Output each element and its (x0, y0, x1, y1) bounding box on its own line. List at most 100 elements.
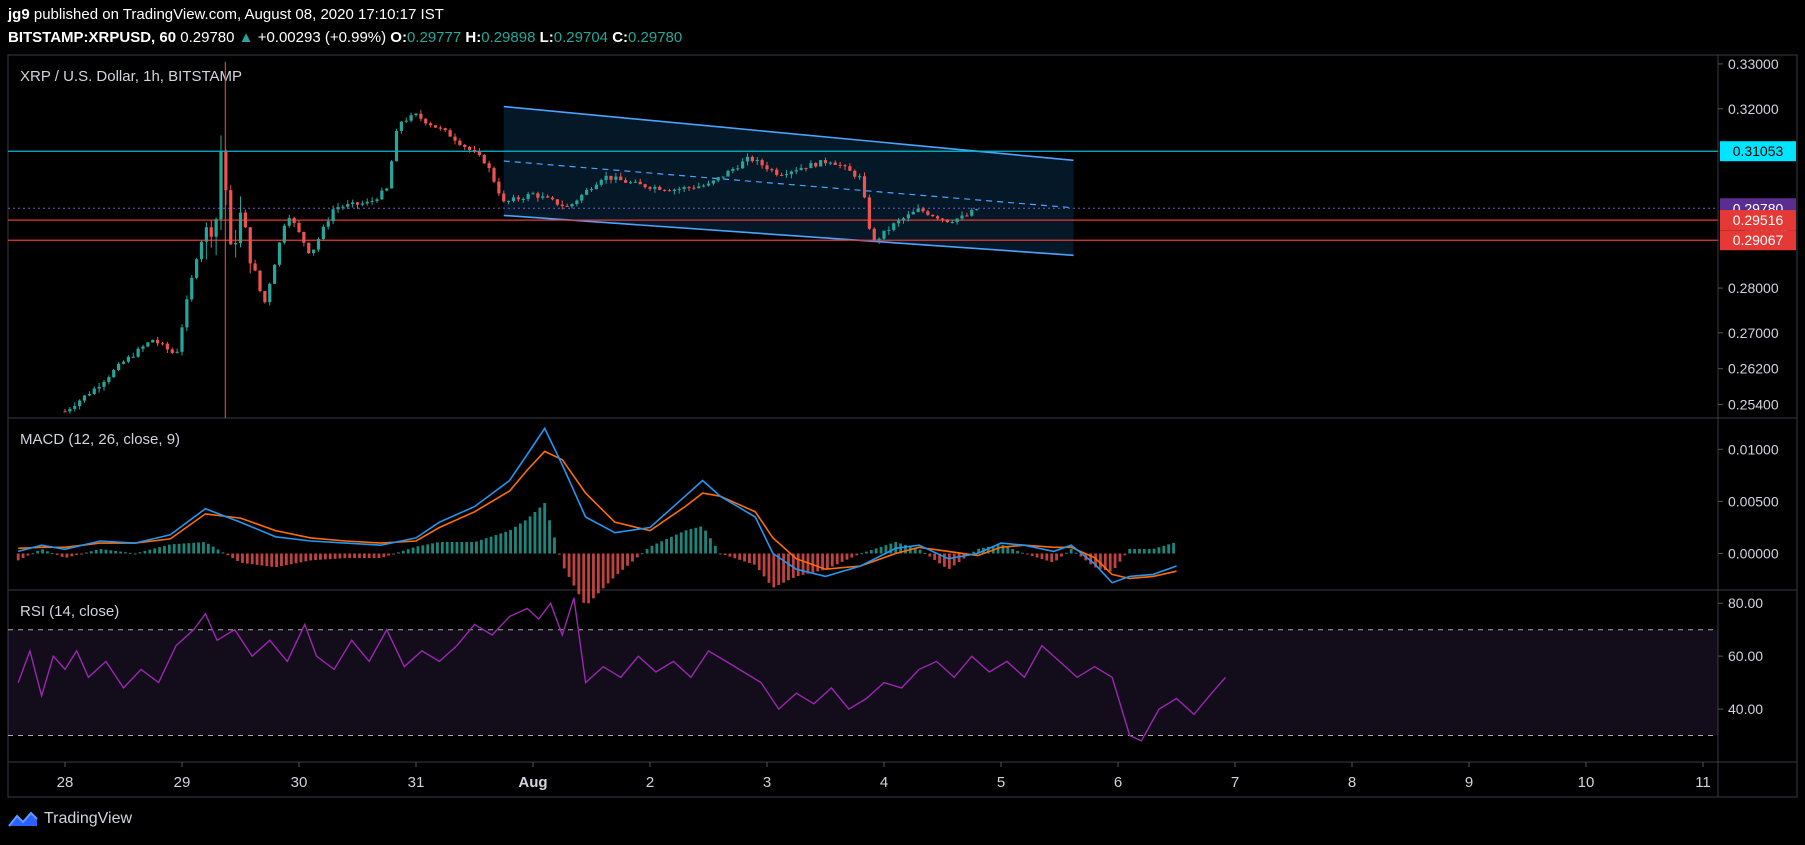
macd-histogram-bar (835, 553, 839, 565)
macd-histogram-bar (455, 542, 459, 554)
candle-body (438, 127, 442, 129)
macd-histogram-bar (752, 553, 756, 565)
macd-histogram-bar (250, 553, 254, 565)
macd-histogram-bar (241, 553, 244, 563)
candle-body (819, 160, 823, 167)
symbol-label[interactable]: BITSTAMP:XRPUSD, 60 (8, 29, 177, 46)
macd-histogram-bar (699, 526, 703, 554)
candle-body (277, 242, 282, 265)
candle-body (970, 210, 974, 216)
macd-histogram-bar (1025, 553, 1029, 555)
candle-body (248, 227, 252, 264)
macd-histogram-bar (850, 553, 854, 558)
rsi-pane-title: RSI (14, close) (20, 603, 119, 620)
candle-body (414, 113, 418, 116)
rsi-tick-label: 80.00 (1728, 595, 1763, 611)
date-tick-label: 4 (880, 774, 888, 791)
macd-histogram-bar (1108, 553, 1112, 572)
macd-histogram-bar (918, 549, 922, 554)
date-tick-label: 28 (57, 774, 74, 791)
macd-histogram-bar (665, 539, 668, 554)
candle-body (102, 381, 106, 387)
candle-body (355, 202, 360, 205)
macd-histogram-bar (904, 544, 907, 554)
candle-body (604, 175, 608, 180)
price-tick-label: 0.25400 (1728, 397, 1779, 413)
date-tick-label: 6 (1114, 774, 1122, 791)
macd-histogram-bar (913, 547, 917, 554)
tradingview-logo-icon[interactable] (8, 810, 38, 828)
macd-histogram-bar (1060, 553, 1063, 557)
macd-histogram-bar (767, 553, 771, 583)
macd-histogram-bar (718, 553, 722, 555)
macd-histogram-bar (362, 553, 366, 559)
macd-histogram-bar (874, 548, 878, 554)
candle-body (570, 204, 574, 207)
candle-body (346, 204, 350, 207)
macd-histogram-bar (55, 553, 59, 556)
open-label: O: (390, 29, 407, 46)
macd-histogram-bar (153, 548, 157, 554)
candle-body (126, 356, 130, 362)
candle-body (292, 218, 296, 223)
macd-histogram-bar (762, 553, 766, 577)
candle-body (453, 136, 457, 141)
macd-histogram-bar (943, 553, 946, 567)
macd-histogram-bar (543, 503, 547, 554)
candle-body (716, 177, 720, 181)
date-tick-label: 2 (646, 774, 654, 791)
macd-histogram-bar (748, 553, 751, 564)
candle-body (82, 395, 87, 401)
macd-histogram-bar (206, 543, 210, 554)
macd-histogram-bar (533, 511, 537, 554)
candle-body (214, 219, 218, 237)
tradingview-brand[interactable]: TradingView (44, 810, 133, 827)
publish-line: jg9 published on TradingView.com, August… (8, 6, 444, 23)
candle-body (399, 121, 403, 131)
macd-histogram-bar (1099, 553, 1102, 569)
macd-histogram-bar (128, 552, 132, 554)
macd-histogram-bar (626, 553, 629, 566)
candle-body (789, 171, 793, 175)
price-tag-label: 0.31053 (1733, 143, 1784, 159)
macd-histogram-bar (791, 553, 795, 578)
macd-histogram-bar (436, 542, 439, 554)
macd-histogram-bar (1147, 548, 1151, 554)
candle-body (433, 125, 438, 128)
candle-body (477, 151, 481, 155)
candle-body (351, 202, 355, 205)
price-pane[interactable]: XRP / U.S. Dollar, 1h, BITSTAMP (8, 61, 1718, 418)
macd-histogram-bar (406, 549, 410, 554)
candle-body (219, 151, 223, 220)
candle-body (151, 339, 155, 343)
channel-lower-line (503, 214, 1074, 257)
macd-histogram-bar (670, 536, 673, 554)
price-tag (1720, 210, 1796, 231)
candle-body (858, 176, 862, 178)
macd-histogram-bar (377, 553, 381, 559)
candle-body (268, 283, 272, 303)
macd-histogram-bar (1079, 553, 1083, 557)
candle-body (770, 169, 774, 171)
candle-body (619, 176, 623, 181)
macd-tick-label: 0.00000 (1728, 546, 1779, 562)
channel-median-line (503, 160, 1074, 209)
macd-histogram-bar (304, 553, 308, 562)
macd-histogram-bar (1094, 553, 1097, 568)
macd-pane[interactable]: MACD (12, 26, close, 9) (16, 426, 1177, 604)
candle-body (180, 327, 184, 352)
macd-histogram-bar (1016, 550, 1019, 554)
publisher-name[interactable]: jg9 (8, 6, 30, 23)
candle-body (897, 220, 901, 224)
rsi-pane[interactable]: RSI (14, close) (8, 597, 1718, 742)
candle-body (755, 160, 759, 162)
candle-body (833, 162, 837, 165)
candle-body (536, 193, 540, 198)
channel-fill (503, 106, 1074, 256)
candle-body (463, 144, 467, 147)
candle-body (911, 211, 915, 215)
macd-histogram-bar (163, 545, 166, 554)
macd-histogram-bar (265, 553, 269, 567)
macd-histogram-bar (226, 553, 230, 556)
